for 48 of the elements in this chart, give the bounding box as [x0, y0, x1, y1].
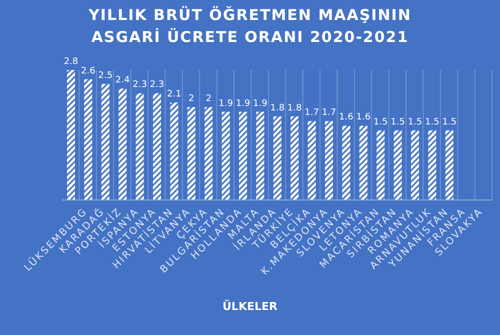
data-label: 1.7 [304, 108, 319, 118]
bar [256, 112, 264, 200]
bar [84, 79, 92, 200]
bar [359, 126, 368, 200]
bar [222, 112, 230, 200]
data-label: 1.5 [408, 117, 422, 128]
data-label: 2 [188, 94, 194, 104]
bar [118, 88, 127, 200]
data-label: 2.1 [167, 90, 182, 100]
data-label: 2 [206, 94, 212, 104]
bar [170, 102, 178, 200]
bar [445, 130, 454, 200]
chart-title: YILLIK BRÜT ÖĞRETMEN MAAŞININ ASGARİ ÜCRETE ORANI 2020-2021 [88, 5, 412, 48]
data-label: 1.9 [236, 98, 250, 109]
data-label: 1.7 [322, 108, 336, 118]
bar [290, 116, 299, 200]
data-label: 1.8 [270, 103, 285, 114]
bar [411, 130, 419, 200]
data-label: 1.9 [218, 98, 234, 109]
data-label: 2.5 [98, 70, 113, 81]
x-axis-title: ÜLKELER [222, 300, 278, 313]
bar [204, 107, 213, 200]
bar [428, 130, 436, 200]
bar [394, 130, 402, 200]
bar [187, 107, 196, 200]
bar [376, 130, 385, 200]
data-label: 1.5 [425, 117, 440, 128]
data-label: 2.4 [115, 76, 130, 86]
data-label: 1.5 [373, 117, 388, 128]
data-label: 1.6 [339, 112, 354, 123]
bar [342, 126, 350, 200]
bar [153, 93, 161, 200]
data-label: 1.6 [356, 112, 371, 123]
bar [308, 121, 316, 200]
data-label: 1.5 [390, 117, 405, 128]
bar [67, 70, 75, 200]
bar [101, 84, 110, 200]
data-label: 2.6 [81, 66, 96, 76]
bar [325, 121, 333, 200]
data-label: 2.3 [150, 80, 164, 90]
data-label: 2.8 [64, 57, 78, 67]
data-label: 1.5 [442, 117, 457, 128]
bar [136, 93, 144, 200]
bar [273, 116, 282, 200]
bar [239, 112, 247, 200]
data-label: 1.8 [287, 103, 302, 114]
data-label: 2.3 [132, 80, 147, 90]
data-label: 1.9 [253, 98, 268, 109]
